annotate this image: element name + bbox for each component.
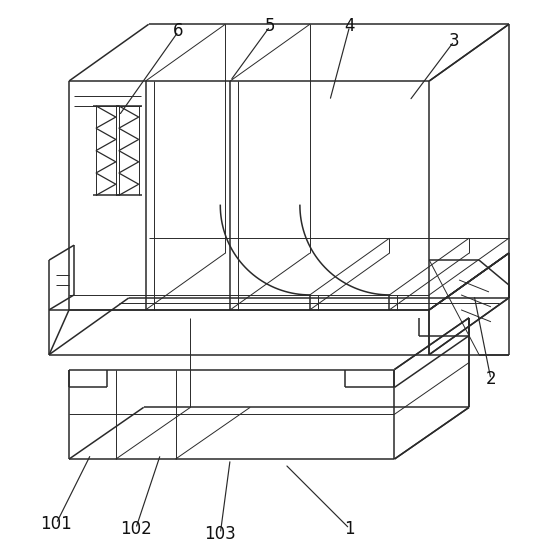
Text: 103: 103 [204,525,236,542]
Text: 3: 3 [449,32,460,50]
Text: 6: 6 [173,22,184,40]
Text: 4: 4 [344,17,355,35]
Text: 1: 1 [344,520,355,538]
Text: 5: 5 [265,17,275,35]
Text: 2: 2 [486,371,496,388]
Text: 101: 101 [40,515,72,533]
Text: 102: 102 [120,520,152,538]
